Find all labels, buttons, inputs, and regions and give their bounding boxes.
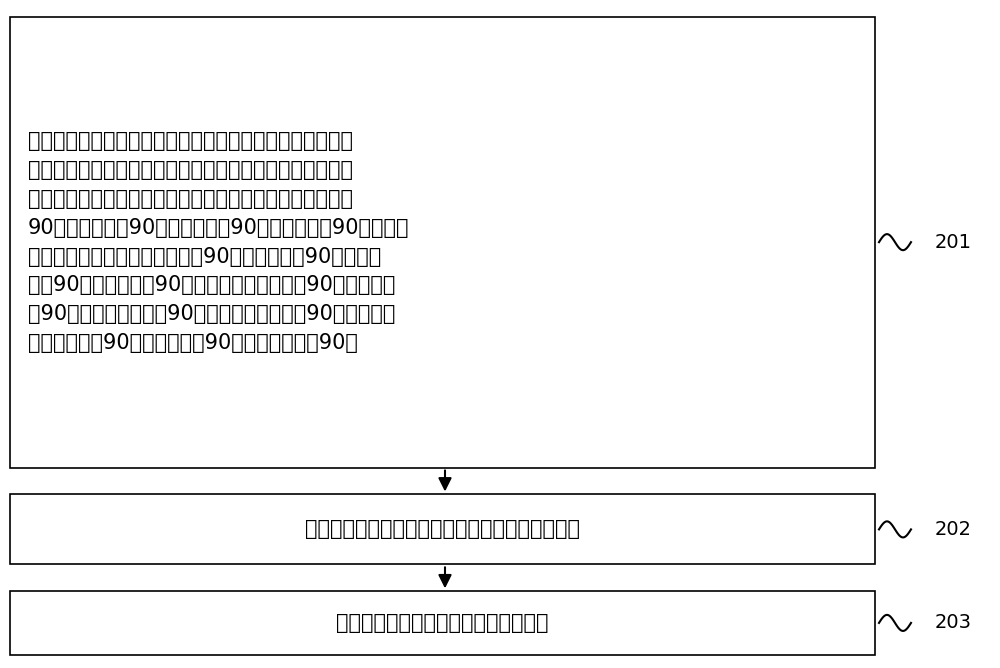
- Text: 向页岩发送至少一个核磁脉冲序列，核磁脉冲序列用于与页
岩中的氢核作用，核磁脉冲序列在时序上依次包括：第一编
辑脉冲、第二编辑脉冲和采集脉冲，第一编辑脉冲包括第一: 向页岩发送至少一个核磁脉冲序列，核磁脉冲序列用于与页 岩中的氢核作用，核磁脉冲序…: [28, 132, 410, 353]
- Text: 202: 202: [935, 520, 972, 539]
- Bar: [10, 17, 875, 468]
- Text: 203: 203: [935, 613, 972, 633]
- Bar: [10, 591, 875, 655]
- Bar: [10, 494, 875, 564]
- Text: 根据反馈信号反演页岩中氢核的弛豫谱: 根据反馈信号反演页岩中氢核的弛豫谱: [336, 613, 549, 633]
- Text: 获取页岩中的氢核发射的核磁脉冲序列的反馈信号: 获取页岩中的氢核发射的核磁脉冲序列的反馈信号: [305, 520, 580, 539]
- Text: 201: 201: [935, 232, 972, 252]
